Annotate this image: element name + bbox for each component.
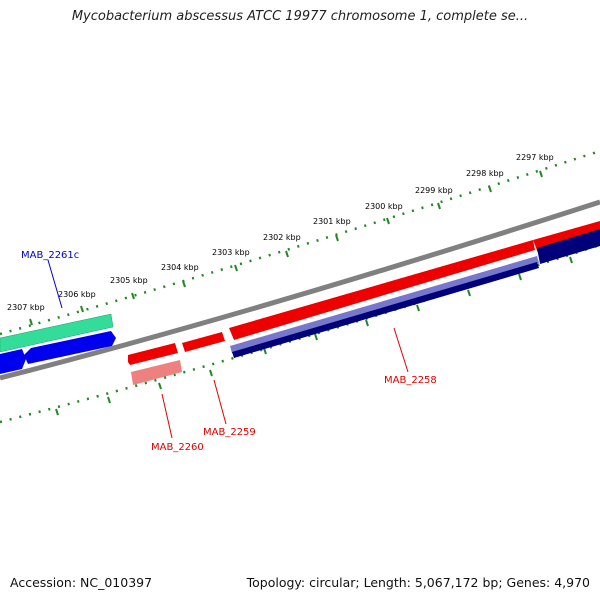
outer-major-ticks — [29, 170, 543, 326]
accession-text: Accession: NC_010397 — [10, 575, 153, 590]
chromosome-backbone — [0, 199, 600, 381]
scale-label: 2298 kbp — [466, 169, 504, 178]
outer-scale-track — [0, 149, 600, 336]
gene-label-mab-2258[interactable]: MAB_2258 — [384, 375, 437, 386]
scale-label: 2303 kbp — [212, 248, 250, 257]
scale-label: 2302 kbp — [263, 233, 301, 242]
gene-feature-mab-2260[interactable] — [128, 343, 178, 365]
label-leader-mab-2260 — [161, 393, 173, 439]
gene-feature-navy-right[interactable] — [537, 229, 600, 264]
scale-label: 2301 kbp — [313, 217, 351, 226]
gene-label-mab-2259[interactable]: MAB_2259 — [203, 427, 256, 438]
scale-label: 2305 kbp — [110, 276, 148, 285]
gene-feature-blue[interactable] — [0, 349, 26, 374]
label-leader-mab-2258 — [393, 327, 409, 373]
label-leader-mab-2259 — [213, 379, 227, 425]
scale-label: 2297 kbp — [516, 153, 554, 162]
gene-feature-mab-2261c[interactable] — [24, 331, 116, 364]
genome-summary-text: Topology: circular; Length: 5,067,172 bp… — [246, 575, 590, 590]
gene-feature-mab-2258[interactable] — [229, 240, 535, 340]
scale-label: 2300 kbp — [365, 202, 403, 211]
label-leader-mab-2261c — [47, 259, 63, 309]
scale-label: 2299 kbp — [415, 186, 453, 195]
gene-feature-navy[interactable] — [232, 262, 539, 358]
scale-label: 2304 kbp — [161, 263, 199, 272]
gene-feature-mab-2259[interactable] — [182, 332, 225, 352]
gene-feature-cds[interactable] — [0, 313, 114, 353]
scale-label: 2306 kbp — [58, 290, 96, 299]
inner-major-ticks — [55, 256, 573, 416]
gene-label-mab-2261c[interactable]: MAB_2261c — [21, 250, 79, 261]
scale-label: 2307 kbp — [7, 303, 45, 312]
cds-feature-mab-2260[interactable] — [131, 360, 182, 385]
gene-label-mab-2260[interactable]: MAB_2260 — [151, 442, 204, 453]
cds-feature-mab-2258[interactable] — [230, 256, 539, 353]
map-title: Mycobacterium abscessus ATCC 19977 chrom… — [71, 9, 529, 24]
